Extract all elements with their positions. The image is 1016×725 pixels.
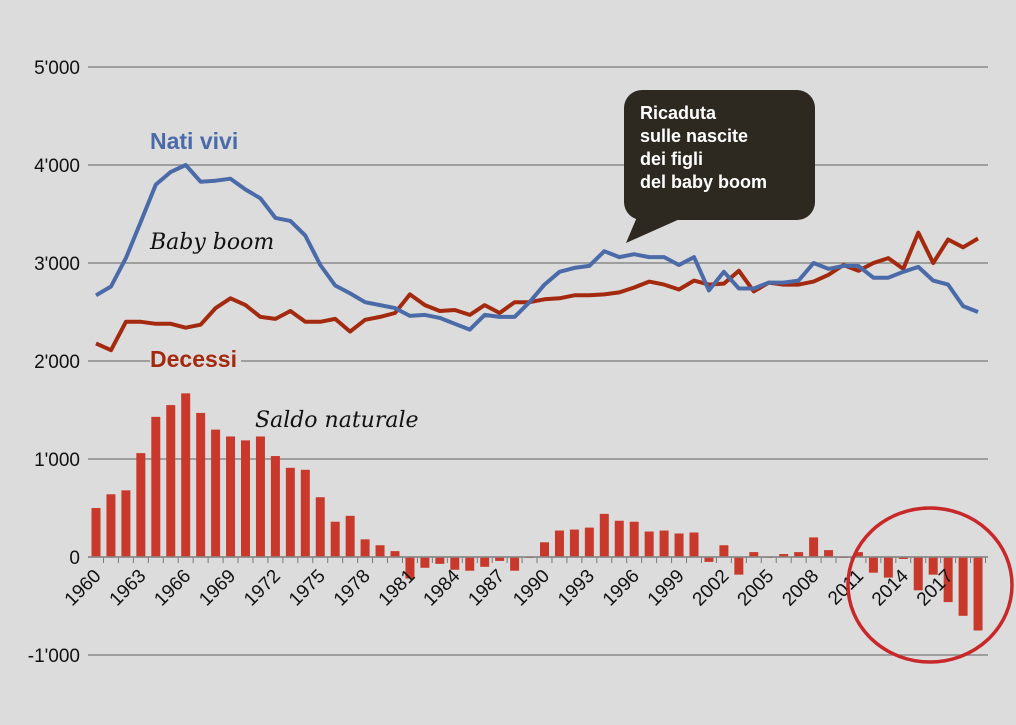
x-tick-label: 1975 — [285, 566, 330, 611]
bar-saldo-1999 — [674, 533, 684, 557]
callout-line: dei figli — [640, 149, 703, 169]
y-tick-label: 2'000 — [34, 352, 80, 373]
bar-saldo-1982 — [420, 557, 430, 568]
bar-saldo-2006 — [779, 554, 789, 557]
bar-saldo-1994 — [599, 513, 609, 557]
bar-saldo-2014 — [898, 557, 908, 559]
bar-saldo-1993 — [584, 527, 594, 557]
bar-saldo-1998 — [659, 530, 669, 557]
bar-saldo-1983 — [435, 557, 445, 564]
bar-saldo-1979 — [375, 545, 385, 557]
bar-saldo-1971 — [255, 436, 265, 557]
bar-saldo-1960 — [91, 508, 101, 557]
bar-saldo-2007 — [794, 552, 804, 557]
callout-box: Ricaduta sulle nascite dei figli del bab… — [624, 90, 815, 220]
bar-saldo-1963 — [136, 453, 146, 557]
y-tick-label: 0 — [69, 548, 80, 569]
bar-saldo-1964 — [151, 416, 161, 557]
y-tick-label: 3'000 — [34, 254, 80, 275]
bar-saldo-1981 — [405, 557, 415, 579]
bar-saldo-2003 — [734, 557, 744, 575]
x-tick-label: 2008 — [778, 566, 823, 611]
label-saldo-naturale: Saldo naturale — [255, 408, 419, 433]
y-tick-label: -1'000 — [28, 646, 80, 667]
bar-saldo-2015 — [913, 557, 923, 591]
bar-saldo-1962 — [121, 490, 131, 557]
bar-saldo-2009 — [824, 550, 834, 557]
bar-saldo-1985 — [465, 557, 475, 571]
y-tick-label: 1'000 — [34, 450, 80, 471]
bar-saldo-1980 — [390, 551, 400, 557]
bar-saldo-1986 — [480, 557, 490, 567]
bar-saldo-1975 — [315, 497, 325, 557]
bar-saldo-2018 — [958, 557, 968, 616]
bar-saldo-1966 — [181, 393, 191, 557]
bar-saldo-2012 — [868, 557, 878, 573]
x-tick-label: 1972 — [240, 566, 285, 611]
bar-saldo-1987 — [495, 557, 505, 561]
bar-saldo-2000 — [689, 532, 699, 557]
x-tick-label: 1960 — [61, 566, 106, 611]
bar-saldo-1972 — [270, 456, 280, 557]
bar-saldo-1995 — [614, 520, 624, 557]
x-tick-label: 1996 — [599, 566, 644, 611]
x-tick-label: 2002 — [689, 566, 734, 611]
bar-saldo-2019 — [973, 557, 983, 631]
bar-saldo-1965 — [166, 405, 176, 557]
bar-saldo-2016 — [928, 557, 938, 575]
bar-saldo-1967 — [196, 412, 206, 557]
x-tick-label: 1963 — [106, 566, 151, 611]
bar-saldo-1968 — [211, 429, 221, 557]
bar-saldo-2008 — [809, 537, 819, 557]
bar-saldo-2017 — [943, 557, 953, 603]
bar-saldo-1970 — [241, 440, 250, 557]
bar-saldo-1990 — [540, 542, 549, 557]
highlight-circle — [846, 506, 1014, 664]
callout-line: del baby boom — [640, 172, 768, 192]
bar-saldo-1973 — [285, 467, 295, 557]
y-tick-label: 5'000 — [34, 58, 80, 79]
bar-saldo-1978 — [360, 539, 370, 557]
bar-saldo-1997 — [644, 531, 654, 557]
callout-line: sulle nascite — [640, 126, 749, 146]
x-tick-label: 1969 — [195, 566, 240, 611]
bar-saldo-1992 — [569, 529, 579, 557]
x-tick-label: 1984 — [420, 565, 465, 610]
bar-saldo-1961 — [106, 494, 116, 557]
y-tick-label: 4'000 — [34, 156, 80, 177]
x-tick-label: 1987 — [464, 566, 509, 611]
bar-saldo-2013 — [883, 557, 893, 578]
bar-saldo-1969 — [226, 436, 236, 557]
legend-decessi: Decessi — [150, 346, 241, 373]
x-tick-label: 1966 — [150, 566, 195, 611]
bar-saldo-1977 — [345, 515, 355, 557]
annotation-baby-boom: Baby boom — [150, 230, 275, 255]
x-tick-label: 1999 — [644, 566, 689, 611]
line-decessi — [95, 230, 980, 353]
bar-saldo-1974 — [300, 469, 310, 557]
x-tick-label: 1990 — [509, 566, 554, 611]
bar-saldo-1984 — [450, 557, 460, 570]
bar-saldo-1991 — [554, 530, 564, 557]
legend-nati-vivi: Nati vivi — [150, 128, 239, 154]
x-tick-label: 1993 — [554, 566, 599, 611]
bar-saldo-1976 — [330, 521, 340, 557]
bar-saldo-1988 — [510, 557, 520, 571]
bar-saldo-1996 — [629, 521, 639, 557]
x-tick-label: 2011 — [824, 566, 868, 610]
bar-saldo-2004 — [749, 552, 759, 557]
bar-saldo-2001 — [704, 557, 714, 562]
callout-line: Ricaduta — [640, 103, 717, 123]
x-tick-label: 1978 — [330, 566, 375, 611]
bar-saldo-2002 — [719, 545, 729, 557]
line-nati-vivi — [94, 163, 979, 332]
bar-saldo-2011 — [853, 552, 863, 557]
